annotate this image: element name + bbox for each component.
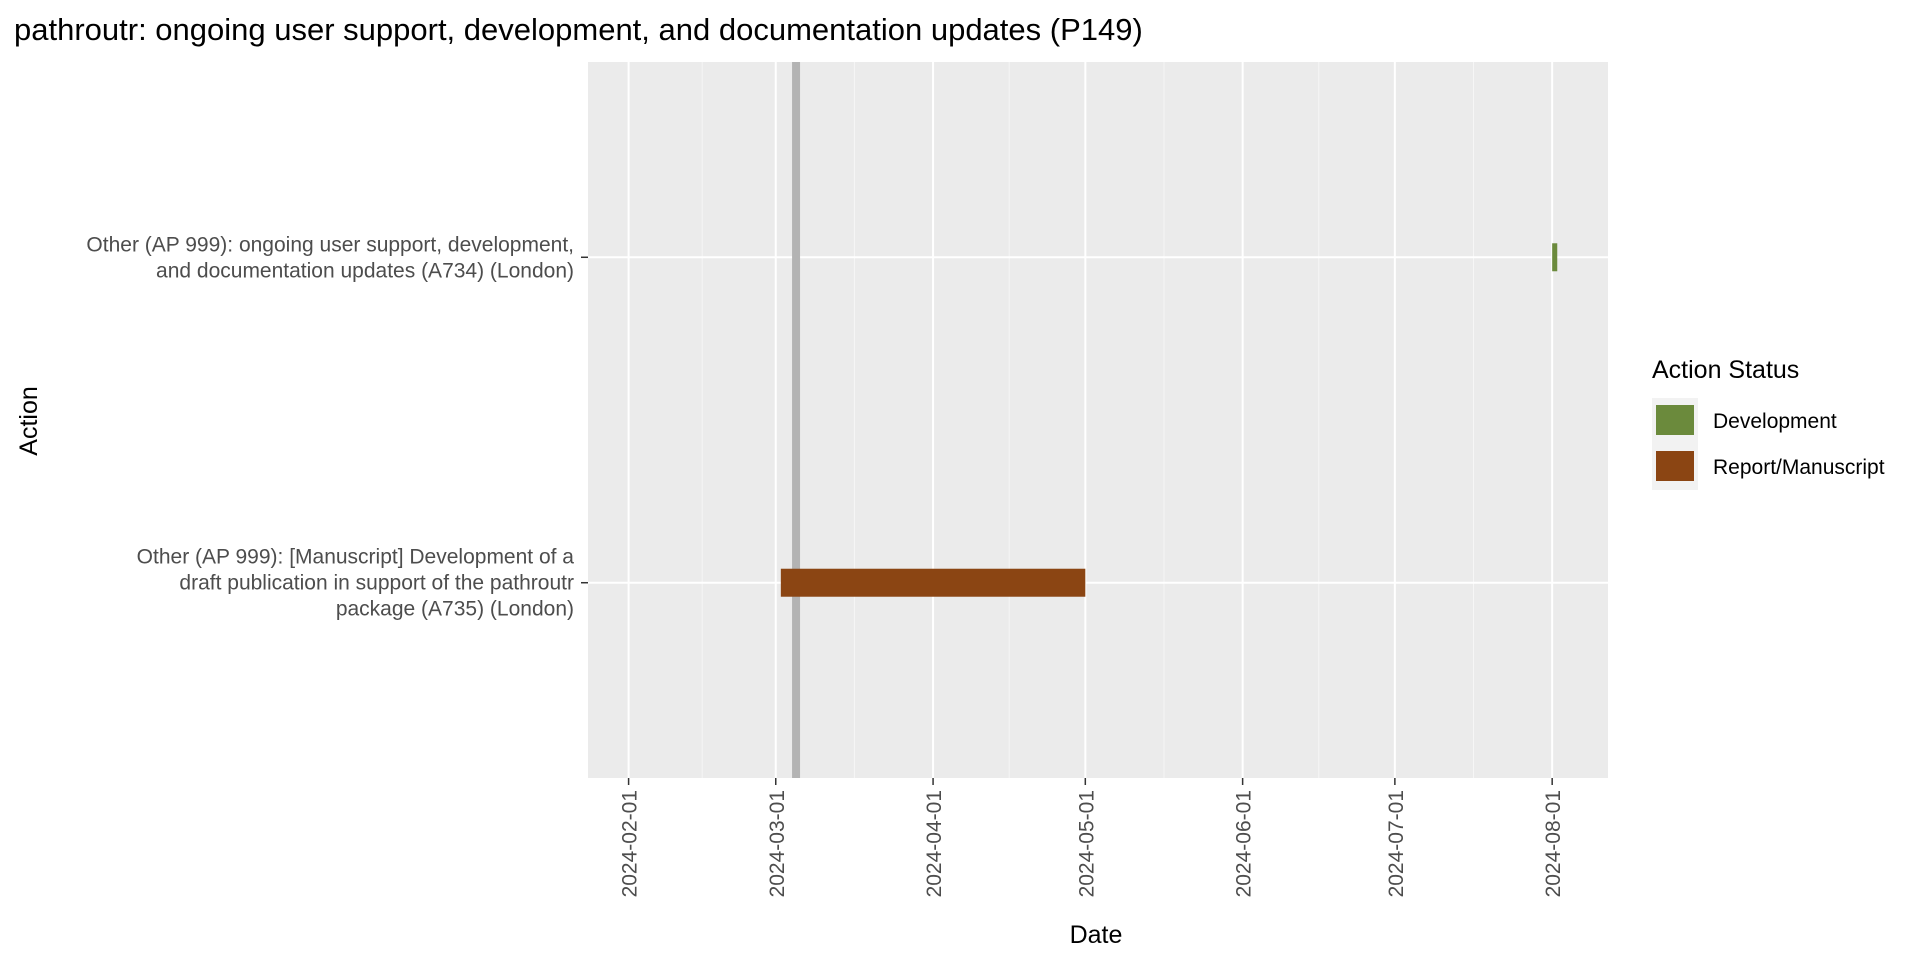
legend-swatch <box>1656 451 1694 481</box>
y-tick-label-line: package (A735) (London) <box>336 598 574 621</box>
gridlines <box>588 62 1608 778</box>
legend-label: Report/Manuscript <box>1713 456 1885 479</box>
legend-swatch <box>1656 405 1694 435</box>
y-tick-label: Other (AP 999): [Manuscript] Development… <box>137 546 575 621</box>
x-tick-label: 2024-03-01 <box>766 790 789 897</box>
x-tick-label: 2024-02-01 <box>619 790 642 897</box>
chart-title: pathroutr: ongoing user support, develop… <box>14 12 1143 47</box>
y-axis: Other (AP 999): [Manuscript] Development… <box>86 233 588 621</box>
x-tick-label: 2024-04-01 <box>923 790 946 897</box>
x-axis-title: Date <box>1070 921 1123 949</box>
x-tick-label: 2024-08-01 <box>1542 790 1565 897</box>
task-bar <box>780 568 1086 597</box>
legend-label: Development <box>1713 410 1837 433</box>
legend: Action Status Development Report/Manuscri… <box>1652 356 1885 490</box>
y-axis-title: Action <box>15 386 43 455</box>
y-tick-label-line: draft publication in support of the path… <box>179 572 574 595</box>
y-tick-label-line: Other (AP 999): ongoing user support, de… <box>86 233 574 256</box>
plot-panel <box>588 62 1608 778</box>
y-tick-label: Other (AP 999): ongoing user support, de… <box>86 233 574 282</box>
task-bar <box>1552 243 1558 272</box>
x-tick-label: 2024-06-01 <box>1233 790 1256 897</box>
x-tick-label: 2024-07-01 <box>1385 790 1408 897</box>
x-axis: 2024-02-01 2024-03-01 2024-04-01 2024-05-01… <box>619 778 1565 897</box>
x-tick-label: 2024-05-01 <box>1075 790 1098 897</box>
y-tick-label-line: and documentation updates (A734) (London… <box>156 259 574 282</box>
legend-title: Action Status <box>1652 356 1799 384</box>
task-bars <box>780 243 1558 597</box>
y-tick-label-line: Other (AP 999): [Manuscript] Development… <box>137 546 575 569</box>
